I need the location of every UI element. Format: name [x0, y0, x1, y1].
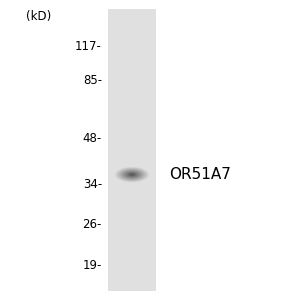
Ellipse shape: [130, 174, 134, 176]
Ellipse shape: [128, 173, 136, 176]
Ellipse shape: [123, 170, 141, 179]
Ellipse shape: [122, 170, 142, 179]
Ellipse shape: [121, 170, 143, 179]
Ellipse shape: [118, 168, 146, 181]
Ellipse shape: [125, 172, 139, 178]
Bar: [108, 9, 156, 291]
Ellipse shape: [119, 169, 145, 180]
Text: 48-: 48-: [83, 131, 102, 145]
Ellipse shape: [128, 172, 136, 177]
Ellipse shape: [115, 167, 149, 182]
Ellipse shape: [123, 171, 141, 178]
Ellipse shape: [118, 168, 146, 181]
Ellipse shape: [131, 174, 133, 175]
Text: 85-: 85-: [83, 74, 102, 88]
Ellipse shape: [121, 169, 143, 180]
Ellipse shape: [130, 174, 134, 176]
Ellipse shape: [124, 171, 140, 178]
Ellipse shape: [120, 169, 144, 180]
Ellipse shape: [126, 172, 138, 178]
Ellipse shape: [129, 173, 136, 176]
Ellipse shape: [127, 172, 137, 177]
Ellipse shape: [116, 168, 148, 182]
Text: OR51A7: OR51A7: [169, 167, 231, 182]
Text: 34-: 34-: [83, 178, 102, 191]
Ellipse shape: [124, 171, 140, 178]
Ellipse shape: [122, 170, 142, 179]
Ellipse shape: [116, 167, 148, 182]
Ellipse shape: [115, 167, 149, 182]
Ellipse shape: [119, 169, 145, 181]
Ellipse shape: [129, 173, 135, 176]
Ellipse shape: [117, 168, 147, 182]
Text: 19-: 19-: [82, 259, 102, 272]
Ellipse shape: [131, 174, 133, 175]
Text: 26-: 26-: [82, 218, 102, 232]
Ellipse shape: [126, 172, 138, 177]
Text: 117-: 117-: [75, 40, 102, 53]
Text: (kD): (kD): [26, 10, 52, 23]
